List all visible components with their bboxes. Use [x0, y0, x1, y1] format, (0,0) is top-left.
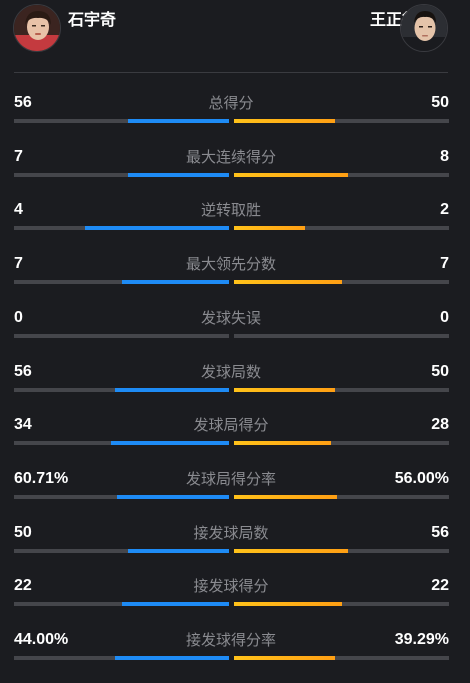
- player-left-avatar[interactable]: [13, 4, 61, 52]
- stat-left-value: 7: [14, 255, 23, 273]
- stat-row: 7 最大领先分数 7: [0, 253, 470, 307]
- stat-right-value: 7: [440, 255, 449, 273]
- stat-right-bar-fill: [234, 548, 348, 553]
- stat-row: 56 发球局数 50: [0, 361, 470, 415]
- stat-row: 56 总得分 50: [0, 92, 470, 146]
- stat-left-bar-track: [14, 548, 229, 553]
- stat-left-bar-fill: [121, 602, 229, 607]
- stat-left-value: 56: [14, 362, 32, 380]
- stat-left-bar-fill: [127, 172, 229, 177]
- stat-left-value: 34: [14, 416, 32, 434]
- stat-row: 4 逆转取胜 2: [0, 199, 470, 253]
- stat-right-bar-track: [234, 333, 449, 338]
- stat-right-value: 8: [440, 147, 449, 165]
- stat-right-bar-track: [234, 656, 449, 660]
- stat-left-bar-track: [14, 119, 229, 123]
- stat-left-bar-fill: [127, 548, 229, 553]
- stat-right-bar-track: [234, 494, 449, 499]
- stat-row: 22 接发球得分 22: [0, 575, 470, 629]
- stat-right-bar-fill: [234, 172, 348, 177]
- stat-right-bar-fill: [234, 387, 336, 392]
- stat-left-bar-track: [14, 226, 229, 231]
- stat-left-value: 44.00%: [14, 631, 69, 648]
- match-header: 石宇奇 王正行: [0, 0, 470, 60]
- stat-left-bar-fill: [115, 656, 229, 660]
- stat-left-bar-fill: [127, 119, 229, 123]
- stat-right-bar-fill: [234, 441, 331, 446]
- stat-right-bar-fill: [234, 280, 342, 285]
- stat-right-bar-track: [234, 441, 449, 446]
- stat-right-value: 56.00%: [394, 469, 449, 487]
- stat-left-bar-fill: [110, 441, 229, 446]
- player-right-avatar[interactable]: [400, 4, 448, 52]
- stat-left-bar-fill: [121, 280, 229, 285]
- stat-left-bar-track: [14, 387, 229, 392]
- stat-right-value: 56: [431, 523, 449, 541]
- stat-left-bar-track: [14, 333, 229, 338]
- stat-label: 发球局数: [200, 362, 261, 381]
- stat-right-bar-fill: [234, 494, 338, 499]
- stat-right-bar-track: [234, 280, 449, 285]
- header-divider: [14, 72, 448, 73]
- stat-right-bar-track: [234, 226, 449, 231]
- stat-left-value: 50: [14, 523, 32, 541]
- stat-right-value: 50: [431, 94, 449, 111]
- stat-left-value: 7: [14, 147, 23, 165]
- stat-left-value: 60.71%: [14, 469, 69, 487]
- stat-left-value: 56: [14, 94, 32, 111]
- stat-right-value: 0: [440, 308, 449, 326]
- stat-label: 最大领先分数: [185, 255, 276, 274]
- stat-right-bar-track: [234, 548, 449, 553]
- stat-label: 逆转取胜: [200, 201, 261, 220]
- stat-right-bar-track: [234, 602, 449, 607]
- stat-row: 60.71% 发球局得分率 56.00%: [0, 468, 470, 522]
- stat-row: 44.00% 接发球得分率 39.29%: [0, 629, 470, 683]
- stat-row: 7 最大连续得分 8: [0, 146, 470, 200]
- stat-label: 接发球得分: [193, 577, 269, 596]
- stat-right-value: 28: [431, 416, 449, 434]
- stat-label: 发球局得分: [193, 416, 269, 435]
- stat-left-bar-fill: [117, 494, 229, 499]
- stat-right-bar-fill: [234, 656, 336, 660]
- stat-row: 34 发球局得分 28: [0, 414, 470, 468]
- stat-left-bar-track: [14, 602, 229, 607]
- stat-right-bar-fill: [234, 602, 342, 607]
- stat-left-bar-fill: [84, 226, 229, 231]
- stat-label: 总得分: [208, 94, 254, 112]
- stat-left-bar-track: [14, 280, 229, 285]
- stat-left-bar-track: [14, 494, 229, 499]
- stat-label: 发球失误: [200, 308, 261, 327]
- stat-right-bar-track: [234, 172, 449, 177]
- stat-left-value: 4: [14, 201, 23, 219]
- stat-right-bar-track: [234, 119, 449, 123]
- stat-right-bar-track: [234, 387, 449, 392]
- stat-left-value: 0: [14, 308, 23, 326]
- player-left-name: 石宇奇: [68, 10, 117, 29]
- stat-left-bar-track: [14, 172, 229, 177]
- stat-right-value: 2: [440, 201, 449, 219]
- stat-right-bar-fill: [234, 119, 336, 123]
- stat-left-bar-track: [14, 441, 229, 446]
- stat-row: 50 接发球局数 56: [0, 522, 470, 576]
- stat-left-value: 22: [14, 577, 32, 595]
- stat-left-bar-track: [14, 656, 229, 660]
- stat-label: 接发球局数: [193, 523, 269, 542]
- stat-label: 最大连续得分: [185, 147, 276, 166]
- stat-label: 接发球得分率: [185, 631, 276, 649]
- stat-right-value: 22: [431, 577, 449, 595]
- stat-label: 发球局得分率: [185, 469, 276, 488]
- stat-right-value: 39.29%: [394, 631, 449, 648]
- stat-right-bar-fill: [234, 226, 305, 231]
- stat-row: 0 发球失误 0: [0, 307, 470, 361]
- stat-left-bar-fill: [115, 387, 229, 392]
- stat-right-value: 50: [431, 362, 449, 380]
